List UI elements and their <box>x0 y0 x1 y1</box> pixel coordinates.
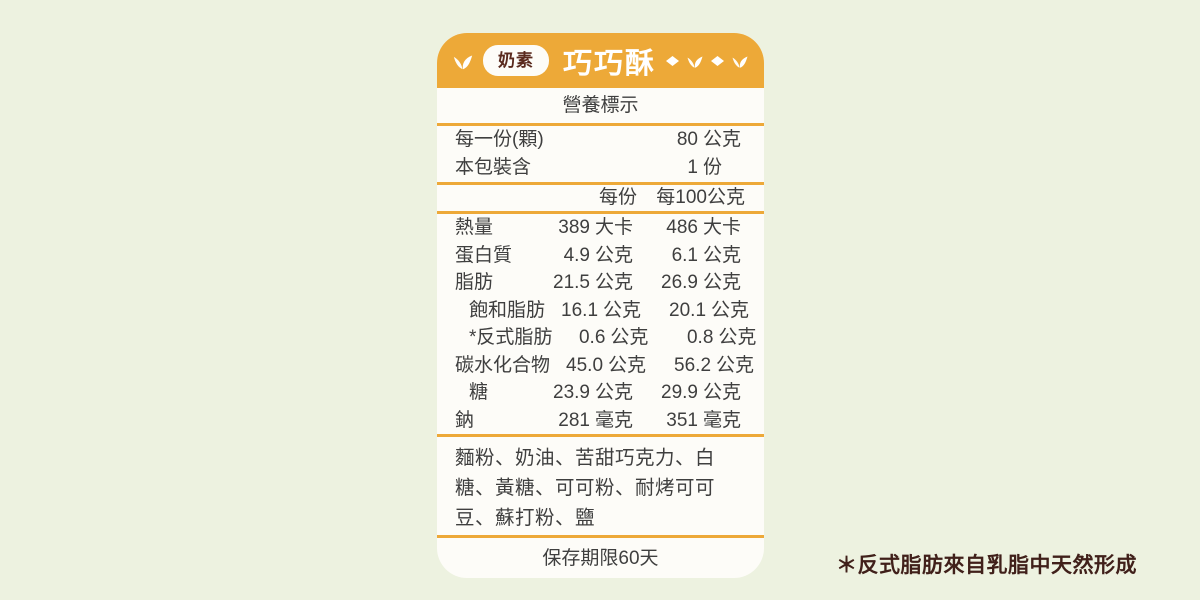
nutrition-row: 蛋白質 4.9 公克 6.1 公克 <box>437 242 764 270</box>
per-serving-unit: 公克 <box>603 299 642 321</box>
per-serving-value: 0.6 <box>578 327 606 348</box>
per-serving-column-header: 每份 <box>598 187 637 208</box>
per-100g-unit: 公克 <box>718 327 757 348</box>
per-100g-value: 29.9 <box>661 382 698 403</box>
nutrition-row: *反式脂肪 0.6 公克 0.8 公克 <box>437 324 764 352</box>
per-100g-value: 6.1 <box>671 244 698 266</box>
nutrient-label: 蛋白質 <box>455 244 513 266</box>
per-100g-unit: 大卡 <box>703 217 742 238</box>
serving-label: 本包裝含 <box>455 157 532 178</box>
nutrition-label-card: 奶素 巧巧酥 營養標示 每一份(顆) 80 公克本 <box>437 33 764 578</box>
per-serving-value: 4.9 <box>563 244 590 266</box>
nutrition-row: 熱量 389 大卡 486 大卡 <box>437 214 764 242</box>
nutrient-label: *反式脂肪 <box>469 327 553 348</box>
serving-label: 每一份(顆) <box>455 129 544 150</box>
nutrition-table: 熱量 389 大卡 486 大卡 蛋白質 4.9 公克 6.1 公克 脂肪 21.5 公克 26.9 公克飽… <box>437 214 764 437</box>
per-serving-unit: 毫克 <box>595 409 634 431</box>
vegetarian-badge: 奶素 <box>483 45 549 76</box>
per-100g-unit: 公克 <box>716 354 755 376</box>
per-serving-value: 16.1 <box>561 299 599 321</box>
nutrition-row: 脂肪 21.5 公克 26.9 公克 <box>437 269 764 297</box>
nutrient-label: 糖 <box>469 382 489 403</box>
column-header-spacer <box>455 185 537 211</box>
per-serving-value: 21.5 <box>553 272 590 293</box>
per-serving-unit: 大卡 <box>595 217 634 238</box>
nutrient-label: 脂肪 <box>455 272 494 293</box>
serving-value: 1 <box>687 157 698 178</box>
leaf-sprig-icon <box>686 52 704 70</box>
per-100g-unit: 公克 <box>703 272 742 293</box>
per-100g-value: 56.2 <box>674 354 712 376</box>
per-100g-value: 20.1 <box>669 299 707 321</box>
leaf-sprig-icon <box>731 52 749 70</box>
per-100g-unit: 公克 <box>703 244 742 266</box>
ingredients-list: 麵粉、奶油、苦甜巧克力、白糖、黃糖、可可粉、耐烤可可豆、蘇打粉、鹽 <box>437 437 764 538</box>
diamond-icon <box>666 55 679 66</box>
serving-value: 80 <box>676 129 698 150</box>
card-header: 奶素 巧巧酥 <box>437 33 764 88</box>
nutrition-row: 糖 23.9 公克 29.9 公克 <box>437 379 764 407</box>
per-serving-unit: 公克 <box>595 244 634 266</box>
nutrient-label: 碳水化合物 <box>455 354 551 376</box>
serving-row: 每一份(顆) 80 公克 <box>437 126 764 154</box>
trans-fat-footnote: ＊反式脂肪來自乳脂中天然形成 <box>836 554 1137 577</box>
per-100g-value: 351 <box>666 409 698 431</box>
nutrient-label: 鈉 <box>455 409 475 431</box>
per-100g-unit: 毫克 <box>703 409 742 431</box>
per-serving-unit: 公克 <box>595 382 634 403</box>
per-serving-value: 23.9 <box>553 382 590 403</box>
per-serving-unit: 公克 <box>608 354 647 376</box>
nutrition-facts-title: 營養標示 <box>437 88 764 126</box>
product-title: 巧巧酥 <box>563 47 657 80</box>
serving-row: 本包裝含 1 份 <box>437 154 764 182</box>
per-100g-value: 0.8 <box>686 327 714 348</box>
per-100g-value: 486 <box>666 217 698 238</box>
nutrition-row: 鈉 281 毫克 351 毫克 <box>437 407 764 435</box>
per-serving-value: 45.0 <box>566 354 604 376</box>
diamond-icon <box>711 55 724 66</box>
per-100g-unit: 公克 <box>711 299 750 321</box>
shelf-life-text: 保存期限60天 <box>542 547 659 569</box>
nutrient-label: 飽和脂肪 <box>469 299 546 321</box>
per-serving-unit: 公克 <box>595 272 634 293</box>
per-100g-value: 26.9 <box>661 272 698 293</box>
per-serving-unit: 公克 <box>610 327 649 348</box>
per-100g-unit: 公克 <box>703 382 742 403</box>
header-decoration-group <box>666 52 749 70</box>
nutrition-row: 碳水化合物 45.0 公克 56.2 公克 <box>437 352 764 380</box>
per-100g-column-header: 每100公克 <box>656 187 745 208</box>
serving-unit: 公克 <box>703 129 742 150</box>
nutrition-row: 飽和脂肪 16.1 公克 20.1 公克 <box>437 297 764 325</box>
nutrient-label: 熱量 <box>455 217 494 238</box>
serving-unit: 份 <box>703 157 723 178</box>
per-serving-value: 389 <box>558 217 590 238</box>
per-serving-value: 281 <box>558 409 590 431</box>
column-header-row: 每份 每100公克 <box>437 185 764 214</box>
serving-info-block: 每一份(顆) 80 公克本包裝含 1 份 <box>437 126 764 185</box>
leaf-sprig-icon <box>452 50 474 72</box>
